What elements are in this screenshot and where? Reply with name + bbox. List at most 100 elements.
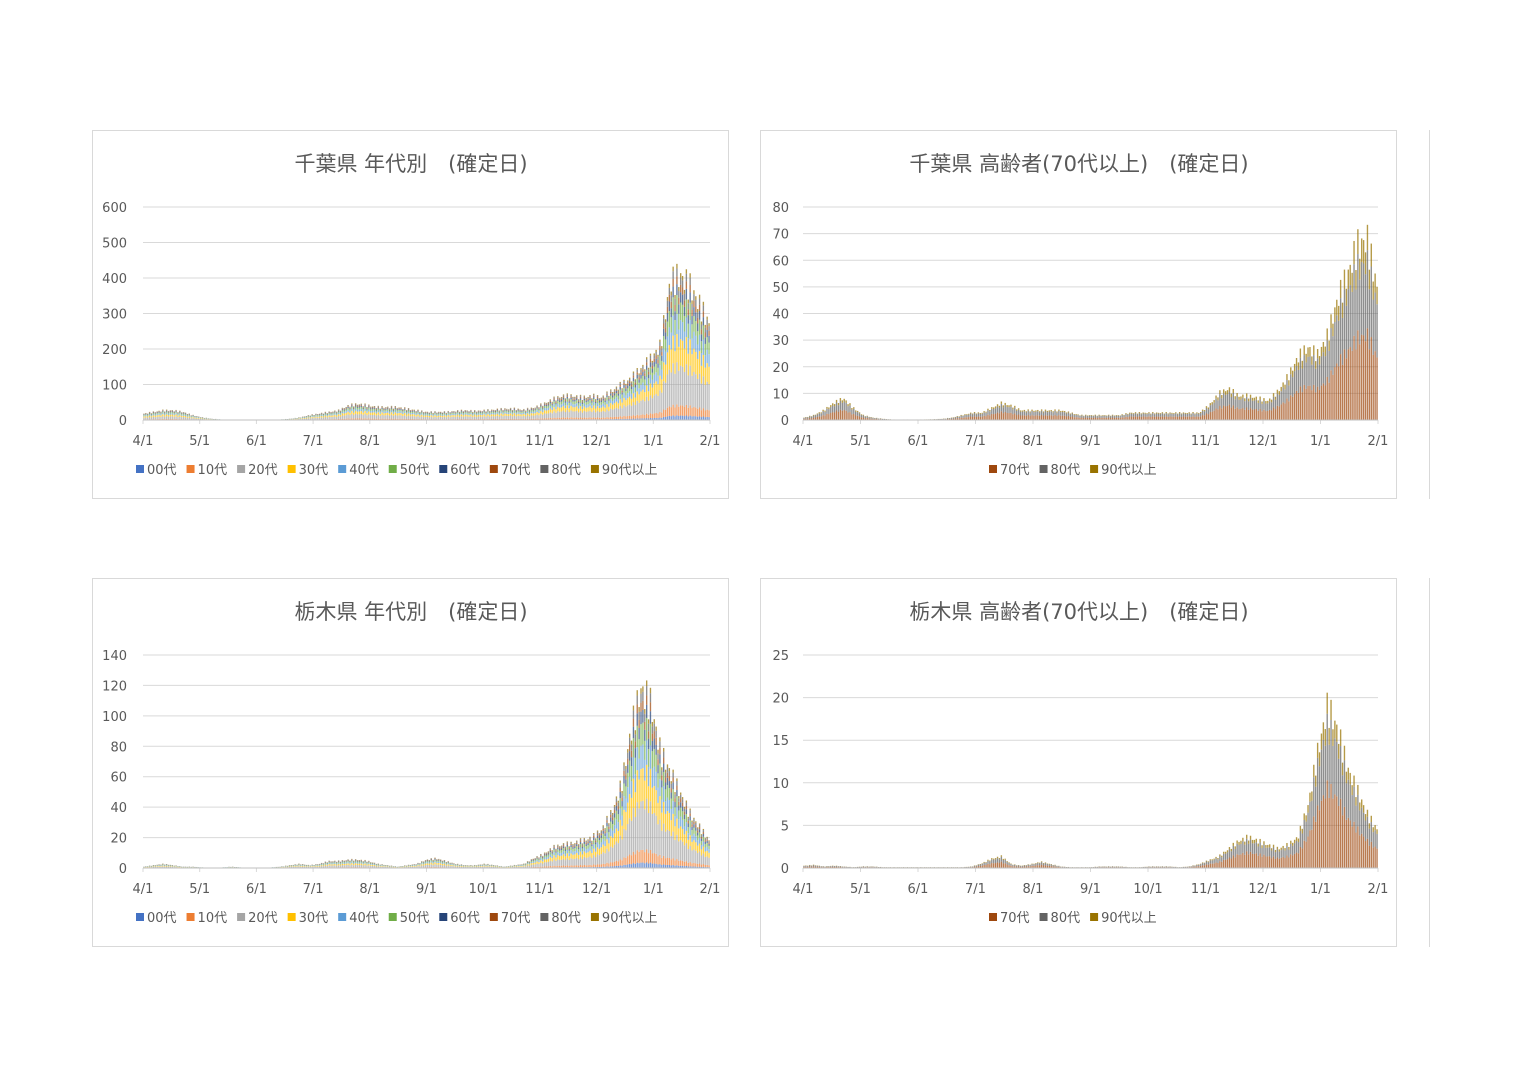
bar-segment [147,415,149,417]
bar-segment [670,317,672,333]
bar-segment [1131,413,1133,417]
bar-segment [617,389,620,391]
bar-segment [674,311,676,320]
bar-segment [695,374,697,408]
bar-segment [581,400,584,402]
bar-segment [474,414,476,417]
bar-segment [1240,399,1242,409]
bar-segment [568,405,570,409]
bar-segment [566,395,568,397]
bar-segment [545,413,548,419]
bar-segment [708,326,710,331]
bar-segment [152,415,155,417]
bar-segment [334,419,336,420]
bar-segment [458,414,461,416]
bar-segment [1163,413,1165,415]
bar-segment [1259,399,1261,409]
bar-segment [1196,413,1198,417]
bar-segment [625,384,627,387]
bar-segment [534,413,536,416]
bar-segment [481,412,483,414]
bar-segment [672,278,674,287]
bar-segment [156,413,158,415]
bar-segment [593,393,595,395]
bar-segment [404,408,406,410]
bar-segment [341,411,344,414]
bar-segment [424,416,427,420]
bar-segment [1123,417,1125,420]
bar-segment [1315,361,1317,369]
bar-segment [841,410,843,420]
bar-segment [693,371,695,408]
bar-segment [628,418,631,420]
bar-segment [164,413,166,415]
bar-segment [594,408,597,413]
bar-segment [617,393,620,396]
legend-swatch [136,465,144,473]
bar-segment [334,414,336,417]
legend-label: 90代以上 [602,463,658,478]
bar-segment [351,405,353,407]
bar-segment [182,417,185,420]
bar-segment [358,863,361,866]
bar-segment [628,396,631,405]
bar-segment [602,417,604,420]
bar-segment [143,417,145,420]
bar-segment [685,337,688,365]
bar-segment [1090,415,1093,416]
bar-segment [1167,414,1169,417]
bar-segment [1209,405,1211,413]
bar-segment [655,355,657,359]
bar-segment [1219,406,1221,420]
bar-segment [356,405,359,406]
bar-segment [364,865,366,868]
bar-segment [196,418,198,420]
bar-segment [345,867,347,868]
bar-segment [298,419,300,420]
bar-segment [623,397,625,406]
bar-segment [336,416,338,420]
bar-segment [498,419,500,420]
bar-segment [659,417,661,420]
bar-segment [449,417,451,420]
bar-segment [421,865,423,868]
bar-segment [851,409,853,415]
bar-segment [430,414,432,416]
bar-segment [1269,409,1271,420]
bar-segment [439,413,442,415]
bar-segment [511,412,514,414]
bar-segment [691,300,693,304]
bar-segment [670,416,672,420]
bar-segment [1370,266,1372,338]
bar-series [143,680,710,868]
bar-segment [377,412,379,415]
bar-segment [198,418,200,419]
bar-segment [160,413,162,415]
bar-segment [1150,414,1152,417]
bar-segment [419,419,421,420]
bar-segment [1261,411,1263,420]
bar-segment [508,412,510,415]
bar-segment [1075,414,1077,415]
bar-segment [608,399,610,401]
bar-segment [385,408,387,410]
bar-segment [1132,414,1135,417]
bar-segment [704,324,706,328]
bar-segment [362,412,364,415]
bar-segment [458,419,461,420]
bar-segment [413,865,415,867]
bar-segment [165,414,168,417]
bar-segment [400,413,402,416]
bar-segment [354,860,357,861]
bar-segment [1198,413,1200,417]
bar-segment [1290,374,1292,396]
bar-segment [1301,392,1303,420]
bar-segment [508,416,510,419]
bar-segment [1236,393,1238,397]
bar-segment [549,412,551,418]
bar-segment [371,412,374,415]
bar-segment [594,400,597,402]
bar-segment [1021,415,1024,420]
bar-segment [820,412,822,414]
bar-segment [1117,415,1119,416]
